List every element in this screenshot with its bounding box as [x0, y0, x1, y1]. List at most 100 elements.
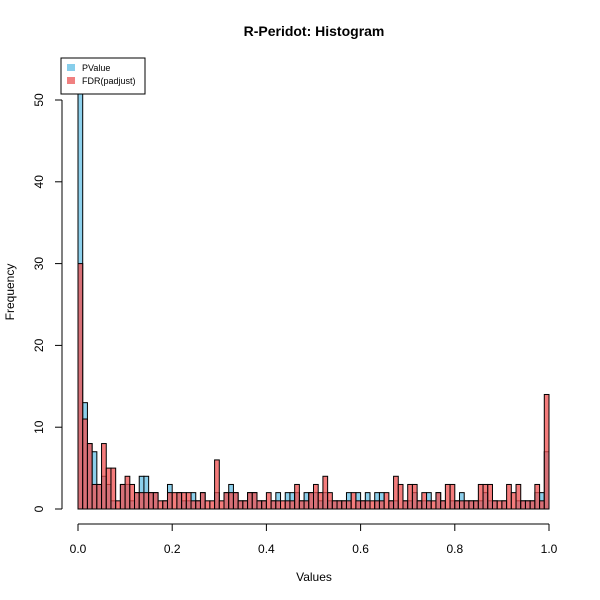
fdr-bar [327, 492, 333, 510]
series-fdr-bars [77, 263, 550, 510]
legend-label: PValue [82, 63, 110, 73]
fdr-bar [411, 483, 418, 510]
fdr-bar [124, 475, 131, 510]
fdr-bar [143, 492, 150, 510]
fdr-bar [322, 475, 329, 510]
fdr-bar [313, 483, 319, 510]
fdr-bar [91, 483, 98, 510]
x-tick-label: 1.0 [541, 542, 558, 556]
fdr-bar [298, 500, 305, 510]
fdr-bar [317, 492, 324, 510]
fdr-bar [303, 500, 310, 510]
fdr-bar [280, 500, 286, 510]
fdr-bar [440, 500, 446, 510]
fdr-bar [449, 483, 456, 510]
fdr-bar [482, 483, 489, 510]
fdr-bar [275, 500, 282, 510]
fdr-bar [435, 492, 442, 510]
fdr-bar [534, 483, 541, 510]
fdr-bar [129, 483, 136, 510]
fdr-bar [501, 500, 508, 510]
fdr-bar [101, 443, 107, 510]
fdr-bar [383, 492, 390, 510]
fdr-bar [176, 492, 183, 510]
fdr-bar [157, 500, 164, 510]
fdr-bar [82, 418, 88, 510]
fdr-bar [421, 492, 428, 510]
fdr-bar [270, 500, 277, 510]
fdr-bar [341, 500, 347, 510]
y-tick-label: 50 [32, 93, 46, 107]
fdr-bar [350, 492, 357, 510]
fdr-bar [223, 492, 230, 510]
fdr-bar [364, 500, 371, 510]
fdr-bar [374, 500, 380, 510]
chart-title: R-Peridot: Histogram [244, 23, 385, 39]
x-tick-label: 0.6 [352, 542, 369, 556]
fdr-bar [402, 500, 409, 510]
fdr-bar [218, 500, 225, 510]
fdr-bar [251, 492, 258, 510]
fdr-bar [77, 263, 84, 510]
fdr-bar [261, 500, 267, 510]
fdr-bar [110, 467, 117, 510]
fdr-bar [138, 492, 145, 510]
x-tick-label: 0.0 [70, 542, 87, 556]
fdr-bar [228, 492, 234, 510]
x-tick-label: 0.4 [258, 542, 275, 556]
fdr-bar [171, 492, 178, 510]
fdr-bar [360, 500, 366, 510]
fdr-bar [256, 500, 263, 510]
fdr-bar [529, 500, 536, 510]
fdr-bar [289, 500, 296, 510]
y-tick-label: 40 [32, 175, 46, 189]
fdr-bar [426, 500, 432, 510]
fdr-bar [539, 500, 545, 510]
fdr-bar [86, 443, 93, 510]
y-axis-label: Frequency [3, 264, 17, 321]
fdr-bar [473, 500, 479, 510]
fdr-bar [185, 492, 192, 510]
fdr-bar [308, 492, 315, 510]
legend: PValue FDR(padjust) [60, 57, 146, 95]
fdr-bar [96, 483, 103, 510]
fdr-bar [510, 492, 517, 510]
fdr-bar [247, 492, 253, 510]
x-tick-label: 0.2 [164, 542, 181, 556]
fdr-bar [162, 500, 168, 510]
fdr-bar [454, 500, 461, 510]
fdr-bar [496, 500, 503, 510]
fdr-bar [355, 500, 362, 510]
fdr-bar [430, 500, 437, 510]
fdr-bar [237, 500, 244, 510]
fdr-bar [331, 500, 338, 510]
fdr-bar [134, 492, 140, 510]
fdr-bar [242, 500, 249, 510]
fdr-bar [459, 500, 465, 510]
y-tick-label: 20 [32, 338, 46, 352]
fdr-bar [487, 483, 493, 510]
fdr-bar [515, 483, 522, 510]
fdr-bar [148, 492, 154, 510]
fdr-bar [506, 483, 512, 510]
fdr-bar [232, 492, 239, 510]
x-axis-label: Values [296, 570, 332, 584]
fdr-bar [397, 483, 404, 510]
fdr-bar [105, 467, 112, 510]
y-tick-label: 30 [32, 257, 46, 271]
fdr-bar [393, 475, 399, 510]
fdr-bar [204, 500, 211, 510]
fdr-bar [166, 492, 173, 510]
y-tick-label: 10 [32, 420, 46, 434]
fdr-bar [199, 492, 206, 510]
y-tick-label: 0 [32, 505, 46, 512]
fdr-bar [477, 483, 484, 510]
fdr-bar [294, 483, 300, 510]
fdr-bar [195, 500, 201, 510]
fdr-bar [444, 483, 451, 510]
legend-swatch [67, 64, 75, 71]
fdr-bar [209, 500, 216, 510]
fdr-bar [543, 393, 550, 510]
fdr-bar [214, 459, 220, 510]
fdr-bar [468, 500, 475, 510]
